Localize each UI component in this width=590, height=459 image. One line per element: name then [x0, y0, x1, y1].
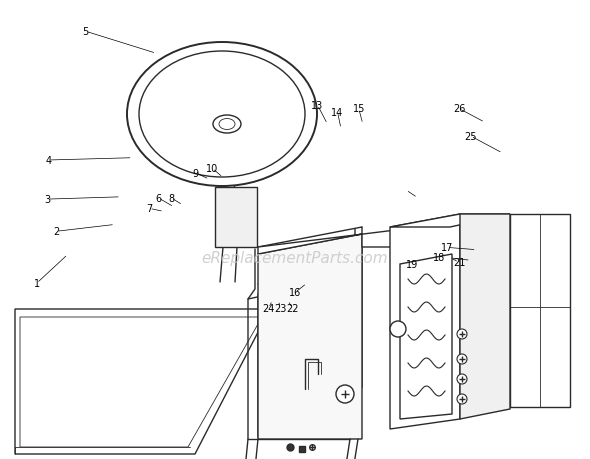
Text: 15: 15 [353, 104, 365, 114]
Circle shape [390, 321, 406, 337]
Ellipse shape [219, 119, 235, 130]
Text: 14: 14 [332, 107, 343, 118]
Text: 6: 6 [155, 193, 161, 203]
Text: eReplacementParts.com: eReplacementParts.com [202, 250, 388, 265]
Text: 8: 8 [168, 193, 174, 203]
Text: 19: 19 [406, 259, 418, 269]
Text: 21: 21 [453, 257, 465, 268]
Polygon shape [15, 309, 270, 454]
Text: 26: 26 [453, 104, 465, 114]
Ellipse shape [139, 52, 305, 178]
Text: 7: 7 [146, 204, 152, 214]
Text: 22: 22 [286, 303, 299, 313]
Polygon shape [258, 235, 362, 439]
Text: 3: 3 [44, 195, 50, 205]
Circle shape [457, 374, 467, 384]
Text: 24: 24 [263, 303, 274, 313]
Text: 2: 2 [53, 227, 59, 237]
Text: 13: 13 [312, 101, 323, 111]
Text: 16: 16 [289, 288, 301, 298]
Polygon shape [258, 228, 420, 254]
Circle shape [336, 385, 354, 403]
Polygon shape [460, 214, 510, 419]
Text: 1: 1 [34, 279, 40, 289]
Polygon shape [510, 214, 570, 407]
Circle shape [457, 394, 467, 404]
Polygon shape [390, 214, 510, 228]
Polygon shape [390, 214, 460, 429]
Text: 17: 17 [441, 243, 453, 253]
Circle shape [457, 354, 467, 364]
Ellipse shape [213, 116, 241, 134]
Ellipse shape [127, 43, 317, 187]
Text: 18: 18 [434, 252, 445, 262]
Polygon shape [400, 254, 452, 419]
Polygon shape [215, 188, 257, 247]
Text: 25: 25 [464, 132, 477, 142]
Text: 23: 23 [274, 303, 286, 313]
Circle shape [457, 329, 467, 339]
Text: 9: 9 [193, 168, 199, 179]
Polygon shape [20, 317, 262, 447]
Text: 5: 5 [83, 27, 88, 37]
Text: 10: 10 [206, 164, 218, 174]
Text: 4: 4 [45, 156, 51, 166]
